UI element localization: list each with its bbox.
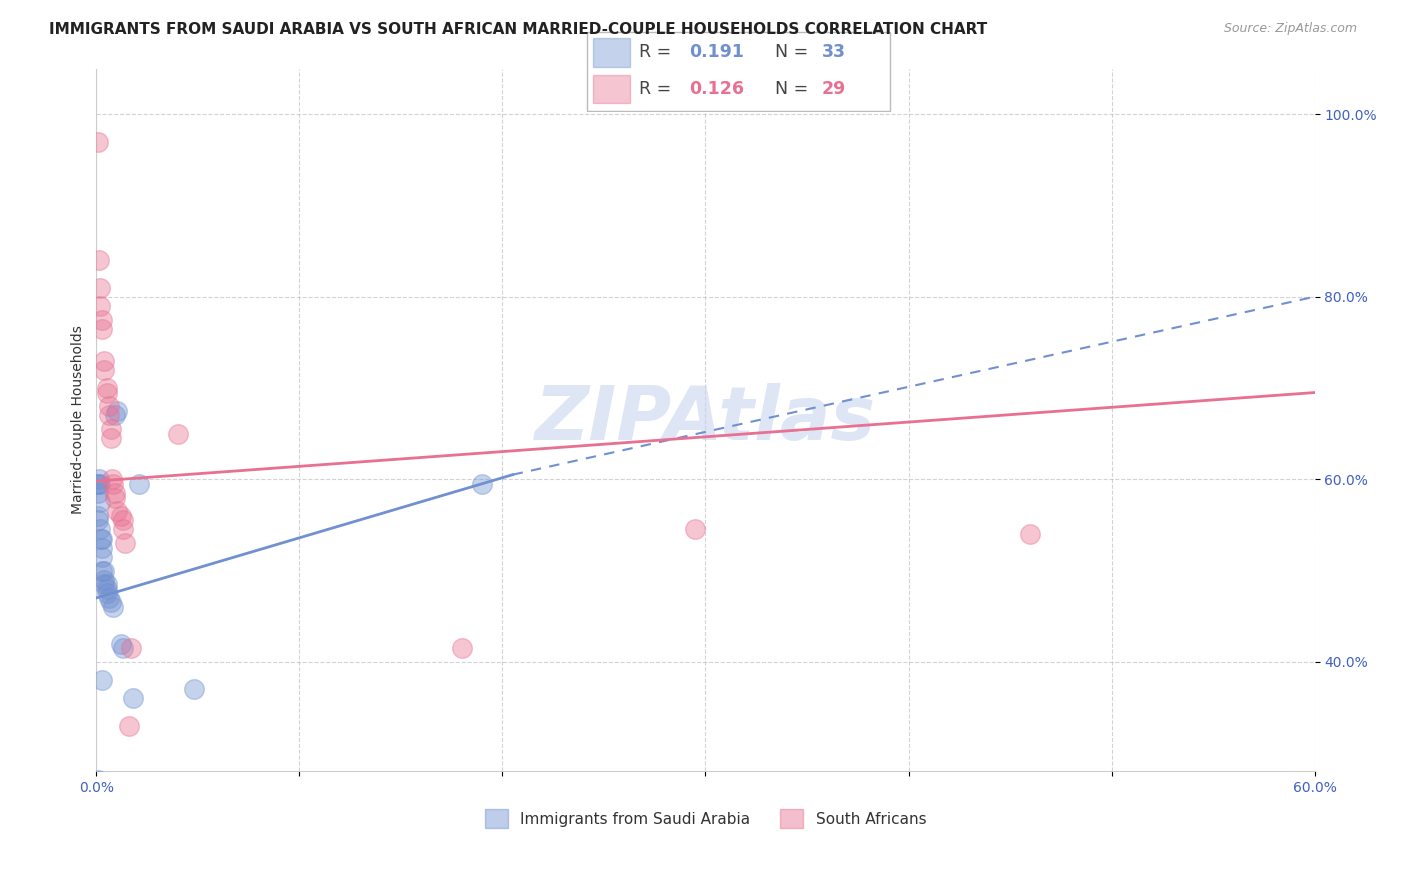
Y-axis label: Married-couple Households: Married-couple Households — [72, 326, 86, 515]
Point — [100, 472, 122, 486]
Point — [100, 595, 122, 609]
Point — [89, 253, 111, 268]
Point — [90, 532, 112, 546]
Text: R =: R = — [640, 79, 676, 97]
Text: N =: N = — [775, 44, 814, 62]
Point — [450, 641, 472, 656]
Point — [96, 582, 118, 596]
Point — [91, 673, 114, 687]
Point — [91, 541, 114, 555]
Text: Source: ZipAtlas.com: Source: ZipAtlas.com — [1223, 22, 1357, 36]
Point — [89, 280, 111, 294]
Point — [89, 495, 111, 509]
Point — [91, 321, 114, 335]
Point — [91, 532, 114, 546]
Point — [96, 385, 118, 400]
Point — [111, 641, 134, 656]
Point — [111, 513, 134, 527]
Point — [93, 573, 115, 587]
Text: R =: R = — [640, 44, 676, 62]
Point — [685, 523, 707, 537]
Point — [89, 523, 111, 537]
Point — [93, 577, 115, 591]
Point — [120, 641, 142, 656]
Point — [87, 486, 110, 500]
Text: 0.191: 0.191 — [689, 44, 744, 62]
Point — [104, 486, 127, 500]
Point — [87, 773, 110, 788]
Text: IMMIGRANTS FROM SAUDI ARABIA VS SOUTH AFRICAN MARRIED-COUPLE HOUSEHOLDS CORRELAT: IMMIGRANTS FROM SAUDI ARABIA VS SOUTH AF… — [49, 22, 987, 37]
Point — [166, 426, 188, 441]
Point — [471, 476, 494, 491]
Point — [101, 600, 124, 615]
Point — [97, 399, 120, 413]
Point — [100, 431, 122, 445]
Point — [104, 409, 127, 423]
Point — [91, 312, 114, 326]
Point — [118, 719, 141, 733]
Point — [122, 691, 145, 706]
Point — [104, 491, 127, 505]
Point — [183, 682, 205, 697]
Point — [89, 472, 111, 486]
Point — [93, 363, 115, 377]
Text: 0.126: 0.126 — [689, 79, 744, 97]
Point — [87, 508, 110, 523]
Point — [128, 476, 150, 491]
Point — [87, 513, 110, 527]
Point — [96, 577, 118, 591]
Point — [105, 504, 128, 518]
FancyBboxPatch shape — [586, 32, 890, 111]
Point — [110, 636, 132, 650]
Point — [96, 586, 118, 600]
Point — [105, 404, 128, 418]
Text: N =: N = — [775, 79, 814, 97]
FancyBboxPatch shape — [593, 38, 630, 68]
Point — [97, 591, 120, 605]
Point — [93, 564, 115, 578]
Point — [1019, 527, 1042, 541]
Point — [91, 564, 114, 578]
Point — [89, 476, 111, 491]
Point — [101, 476, 124, 491]
Point — [86, 476, 108, 491]
Point — [111, 523, 134, 537]
Point — [100, 422, 122, 436]
Point — [110, 508, 132, 523]
Point — [89, 299, 111, 313]
Point — [87, 476, 110, 491]
Point — [96, 381, 118, 395]
Point — [87, 135, 110, 149]
Text: ZIPAtlas: ZIPAtlas — [534, 384, 876, 457]
Point — [93, 353, 115, 368]
Text: 33: 33 — [821, 44, 845, 62]
Text: 29: 29 — [821, 79, 846, 97]
Point — [114, 536, 136, 550]
Point — [97, 409, 120, 423]
Legend: Immigrants from Saudi Arabia, South Africans: Immigrants from Saudi Arabia, South Afri… — [478, 803, 932, 834]
Point — [91, 549, 114, 564]
FancyBboxPatch shape — [593, 75, 630, 103]
